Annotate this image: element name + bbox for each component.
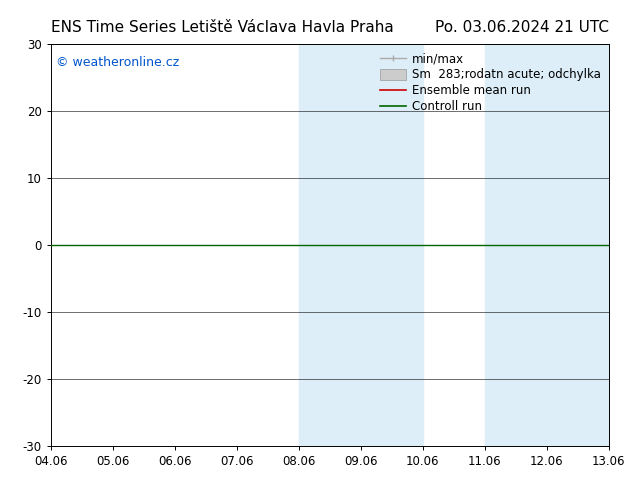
Text: Po. 03.06.2024 21 UTC: Po. 03.06.2024 21 UTC	[435, 20, 609, 35]
Bar	[361, 44, 423, 446]
Legend: min/max, Sm  283;rodatn acute; odchylka, Ensemble mean run, Controll run: min/max, Sm 283;rodatn acute; odchylka, …	[377, 50, 603, 116]
Bar	[299, 44, 330, 446]
Bar	[330, 44, 361, 446]
Bar	[484, 44, 515, 446]
Text: ENS Time Series Letiště Václava Havla Praha: ENS Time Series Letiště Václava Havla Pr…	[51, 20, 394, 35]
Bar	[515, 44, 547, 446]
Text: © weatheronline.cz: © weatheronline.cz	[56, 56, 179, 69]
Bar	[547, 44, 609, 446]
